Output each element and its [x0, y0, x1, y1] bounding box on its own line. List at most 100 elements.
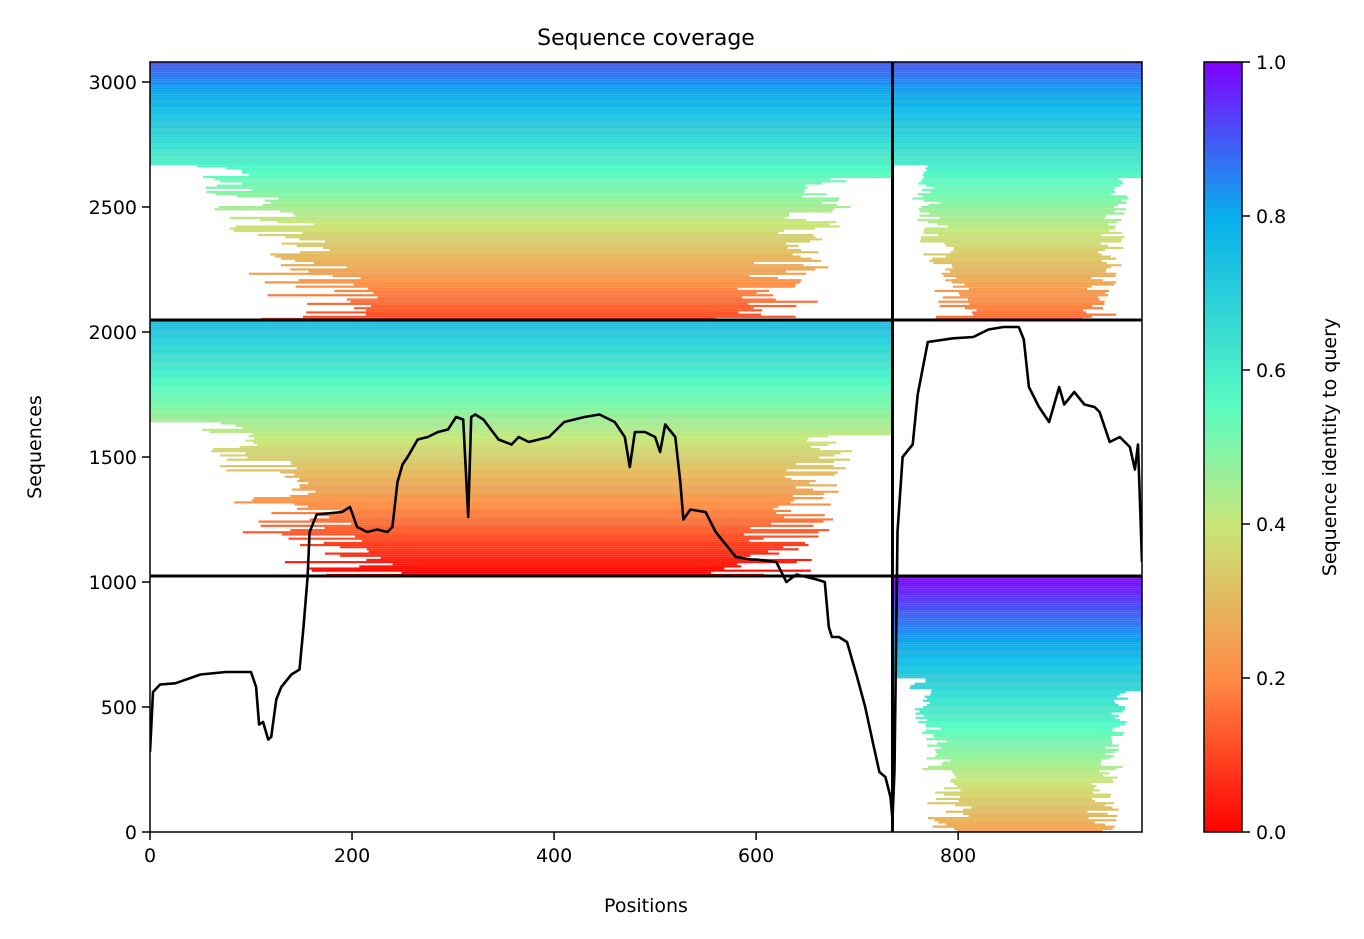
msa-block-chain-B-paired [892, 62, 1142, 320]
msa-row [940, 727, 1113, 730]
msa-row [892, 79, 1142, 82]
msa-row [201, 428, 893, 431]
msa-row [284, 475, 785, 478]
msa-row [925, 167, 1142, 170]
y-tick-label: 3000 [89, 72, 137, 94]
msa-row [934, 289, 1110, 293]
msa-row [150, 373, 893, 376]
msa-row [150, 411, 893, 414]
colorbar-label: Sequence identity to query [1319, 318, 1341, 576]
msa-row [892, 644, 1142, 647]
msa-row [239, 445, 812, 448]
msa-row [892, 657, 1142, 660]
msa-row [892, 640, 1142, 643]
msa-row [929, 701, 1116, 704]
msa-row [892, 109, 1142, 112]
msa-row [150, 145, 893, 148]
msa-row [892, 89, 1142, 93]
msa-row [290, 529, 830, 532]
msa-row [892, 635, 1142, 638]
msa-row [242, 171, 893, 174]
msa-row [973, 313, 1117, 316]
msa-row [952, 772, 1110, 775]
msa-row [937, 234, 1102, 237]
msa-row [892, 141, 1142, 144]
msa-row [892, 117, 1142, 121]
msa-row [945, 255, 1111, 258]
msa-row [209, 430, 893, 434]
msa-row [288, 537, 764, 540]
msa-row [932, 825, 1115, 828]
x-axis-ticks: 0 200 400 600 800 [144, 832, 976, 867]
msa-row [892, 610, 1142, 613]
msa-row [150, 160, 893, 164]
msa-row [926, 184, 1120, 187]
msa-row [150, 358, 893, 361]
msa-row [892, 68, 1142, 71]
msa-row [307, 492, 824, 495]
msa-row [922, 173, 1142, 176]
msa-row [150, 405, 893, 408]
msa-row [892, 158, 1142, 161]
msa-row [150, 343, 893, 346]
msa-row [281, 242, 786, 245]
msa-row [892, 580, 1142, 583]
msa-row [892, 124, 1142, 127]
msa-row [241, 182, 822, 185]
msa-row [919, 710, 1123, 713]
msa-row [957, 829, 1103, 832]
msa-row [892, 83, 1142, 86]
msa-row [892, 94, 1142, 97]
msa-row [922, 178, 1119, 181]
msa-row [892, 642, 1142, 645]
chart-title: Sequence coverage [537, 26, 755, 51]
msa-row [892, 603, 1142, 606]
msa-row [229, 227, 816, 230]
msa-row [150, 128, 893, 131]
msa-row [373, 292, 757, 295]
msa-row [937, 753, 1105, 756]
msa-row [329, 516, 785, 519]
msa-row [923, 714, 1120, 717]
msa-row [150, 409, 893, 412]
msa-row [252, 433, 893, 436]
msa-row [892, 105, 1142, 108]
msa-row [923, 175, 1142, 179]
msa-row [150, 148, 893, 151]
msa-row [226, 458, 851, 461]
msa-row [150, 85, 893, 88]
msa-row [910, 684, 1142, 687]
msa-row [892, 132, 1142, 136]
msa-row [934, 186, 1116, 189]
x-axis-label: Positions [604, 895, 688, 917]
msa-row [150, 420, 893, 423]
msa-row [923, 229, 1110, 232]
msa-row [892, 120, 1142, 123]
msa-row [150, 354, 893, 357]
msa-row [952, 266, 1112, 269]
msa-row [150, 371, 893, 374]
msa-row [914, 682, 1142, 685]
y-tick-label: 1000 [89, 572, 137, 594]
msa-row [958, 800, 1096, 803]
msa-row [340, 554, 751, 557]
msa-row [927, 765, 1123, 768]
msa-row [292, 212, 790, 215]
msa-row [921, 238, 1123, 241]
msa-row [976, 309, 1084, 312]
msa-row [241, 169, 893, 172]
msa-row [915, 708, 1126, 711]
coverage-line [150, 325, 1142, 821]
msa-row [892, 163, 1142, 166]
colorbar-tick-label: 0.6 [1256, 360, 1286, 382]
y-tick-label: 500 [101, 697, 137, 719]
msa-row [892, 139, 1142, 142]
msa-row [921, 188, 1114, 191]
msa-row [892, 601, 1142, 604]
msa-row [925, 729, 1113, 732]
msa-row [892, 128, 1142, 131]
msa-row [291, 462, 797, 466]
msa-row [892, 608, 1142, 611]
msa-row [928, 221, 1117, 224]
msa-row [252, 499, 795, 502]
